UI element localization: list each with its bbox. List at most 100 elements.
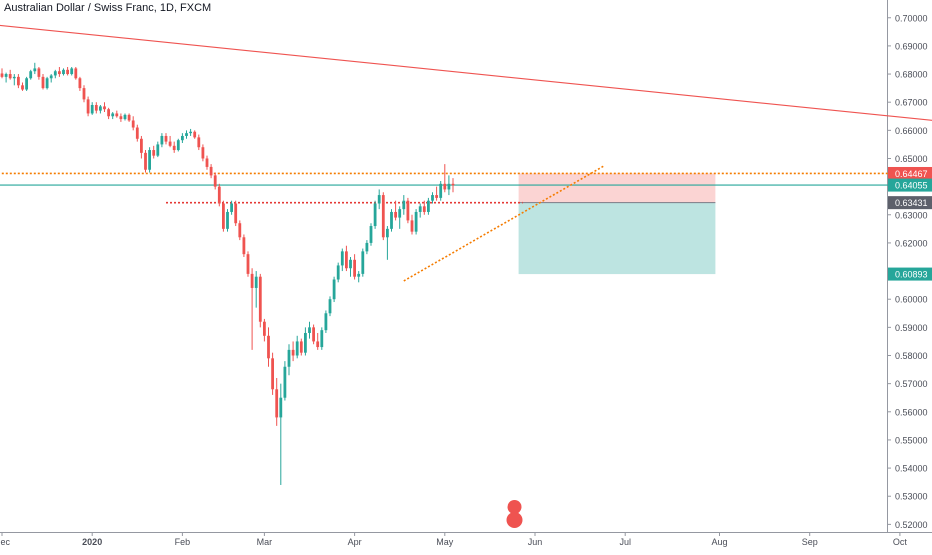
candle-body[interactable] [78,78,82,89]
candle-body[interactable] [353,259,356,277]
candle-body[interactable] [156,144,160,156]
candle-body[interactable] [439,183,443,198]
candle-body[interactable] [447,183,451,190]
candle-body[interactable] [361,251,365,274]
candle-body[interactable] [234,203,238,224]
candle-body[interactable] [8,74,12,79]
candle-body[interactable] [431,195,434,201]
candle-body[interactable] [422,206,426,212]
candle-body[interactable] [127,114,131,121]
candle-body[interactable] [205,158,209,167]
candle-body[interactable] [275,389,279,418]
candle-body[interactable] [365,242,369,252]
candle-body[interactable] [70,68,74,75]
candle-body[interactable] [58,71,61,75]
candle-body[interactable] [103,106,106,110]
candle-body[interactable] [37,68,41,77]
candle-body[interactable] [17,76,20,86]
candle-body[interactable] [279,397,283,418]
candle-body[interactable] [94,105,98,111]
candle-body[interactable] [308,327,311,333]
candle-body[interactable] [164,135,168,142]
candle-body[interactable] [222,203,225,229]
candle-body[interactable] [406,200,410,221]
candle-body[interactable] [213,175,217,187]
candle-body[interactable] [263,321,266,336]
rising-trendline[interactable] [403,164,606,282]
candle-body[interactable] [115,113,119,117]
candle-body[interactable] [435,195,438,198]
candle-body[interactable] [193,131,197,138]
candle-body[interactable] [29,71,33,79]
candle-body[interactable] [189,131,192,134]
candle-body[interactable] [119,116,123,120]
candle-body[interactable] [135,127,139,139]
candle-body[interactable] [201,147,205,159]
take-profit-zone[interactable] [518,202,716,275]
candle-body[interactable] [316,341,320,348]
candle-body[interactable] [336,265,340,280]
candle-body[interactable] [320,330,324,348]
candle-body[interactable] [402,200,406,210]
candle-body[interactable] [181,135,184,141]
candle-body[interactable] [394,211,397,218]
candle-body[interactable] [246,254,250,274]
candle-body[interactable] [148,150,151,170]
candle-body[interactable] [99,106,102,111]
candle-body[interactable] [53,71,57,76]
candle-body[interactable] [209,166,213,176]
candle-body[interactable] [160,135,164,145]
candle-body[interactable] [414,211,418,232]
long-term-resistance[interactable] [0,24,932,128]
candle-body[interactable] [197,137,201,148]
candle-body[interactable] [107,109,110,117]
event-marker-icon[interactable] [507,500,522,514]
candle-body[interactable] [427,200,430,212]
candle-body[interactable] [226,211,229,229]
candle-body[interactable] [295,341,299,356]
candle-body[interactable] [369,226,373,243]
candle-body[interactable] [381,195,385,238]
candle-body[interactable] [258,276,262,322]
candle-body[interactable] [4,74,8,77]
candle-body[interactable] [283,366,287,398]
candle-body[interactable] [340,251,344,266]
candle-body[interactable] [144,152,147,170]
candle-body[interactable] [443,183,447,190]
candle-body[interactable] [131,120,135,128]
candle-body[interactable] [0,73,4,77]
candle-body[interactable] [41,76,45,89]
candle-body[interactable] [299,341,303,353]
candle-body[interactable] [168,141,172,146]
candle-body[interactable] [271,358,274,390]
candle-body[interactable] [328,299,332,314]
stop-loss-zone[interactable] [518,173,716,203]
candle-body[interactable] [418,206,422,212]
candle-body[interactable] [238,223,242,238]
candle-body[interactable] [386,228,389,238]
candle-body[interactable] [230,203,233,212]
candle-body[interactable] [25,78,28,90]
candle-body[interactable] [377,195,381,204]
candle-body[interactable] [217,186,221,204]
candle-body[interactable] [33,68,37,72]
event-marker-icon[interactable] [506,512,523,528]
candle-body[interactable] [267,335,270,359]
candle-body[interactable] [49,75,53,79]
candle-body[interactable] [291,349,295,356]
candle-body[interactable] [312,327,315,342]
candle-body[interactable] [185,133,188,136]
candle-body[interactable] [66,69,69,75]
candle-body[interactable] [332,279,336,300]
candle-body[interactable] [324,313,328,331]
candle-body[interactable] [140,138,143,153]
candle-body[interactable] [90,105,94,114]
candle-body[interactable] [152,150,156,156]
candle-body[interactable] [12,76,16,79]
candle-body[interactable] [62,69,65,75]
candle-body[interactable] [45,78,49,89]
candle-body[interactable] [74,68,78,79]
candle-body[interactable] [86,99,90,114]
candle-body[interactable] [176,140,180,151]
